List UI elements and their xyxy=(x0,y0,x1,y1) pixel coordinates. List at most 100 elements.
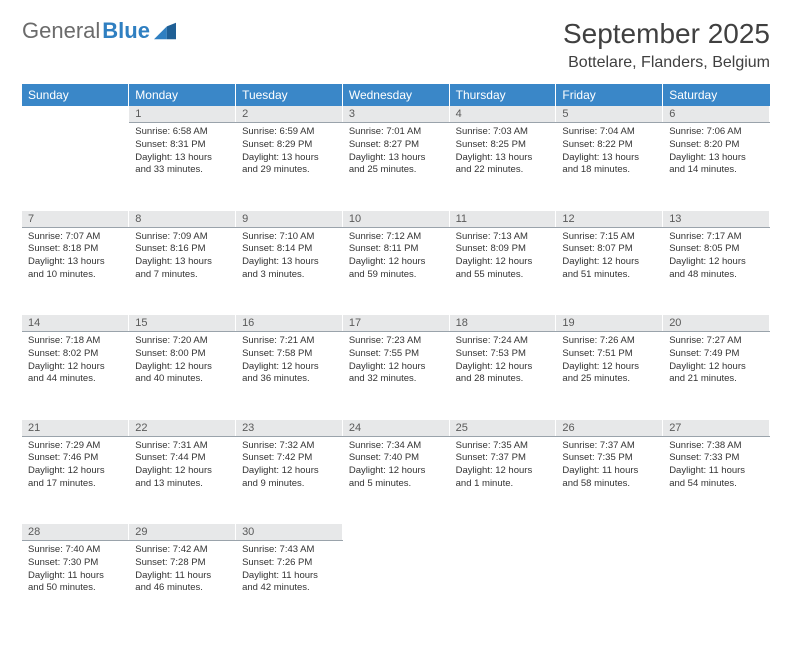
daynum-row: 21222324252627 xyxy=(22,420,770,437)
content-row: Sunrise: 7:40 AMSunset: 7:30 PMDaylight:… xyxy=(22,541,770,629)
daylight-text: Daylight: 11 hours and 46 minutes. xyxy=(135,570,229,596)
sunset-text: Sunset: 8:18 PM xyxy=(28,243,122,256)
sunset-text: Sunset: 7:44 PM xyxy=(135,452,229,465)
daylight-text: Daylight: 13 hours and 29 minutes. xyxy=(242,152,336,178)
day-cell: Sunrise: 7:17 AMSunset: 8:05 PMDaylight:… xyxy=(663,227,770,315)
daynum-row: 14151617181920 xyxy=(22,315,770,332)
daylight-text: Daylight: 12 hours and 25 minutes. xyxy=(562,361,656,387)
sunrise-text: Sunrise: 7:06 AM xyxy=(669,126,763,139)
day-number-cell: 20 xyxy=(663,315,770,332)
day-number-cell: 18 xyxy=(449,315,556,332)
day-cell xyxy=(22,123,129,211)
sunrise-text: Sunrise: 7:18 AM xyxy=(28,335,122,348)
day-number-cell xyxy=(556,524,663,541)
day-cell: Sunrise: 7:07 AMSunset: 8:18 PMDaylight:… xyxy=(22,227,129,315)
day-number-cell: 10 xyxy=(342,211,449,228)
sunset-text: Sunset: 8:07 PM xyxy=(562,243,656,256)
sunset-text: Sunset: 8:00 PM xyxy=(135,348,229,361)
sunrise-text: Sunrise: 7:07 AM xyxy=(28,231,122,244)
daylight-text: Daylight: 12 hours and 21 minutes. xyxy=(669,361,763,387)
day-cell xyxy=(663,541,770,629)
sunset-text: Sunset: 8:29 PM xyxy=(242,139,336,152)
month-title: September 2025 xyxy=(563,18,770,50)
logo-text-2: Blue xyxy=(102,18,150,44)
day-cell: Sunrise: 7:29 AMSunset: 7:46 PMDaylight:… xyxy=(22,436,129,524)
day-number-cell: 1 xyxy=(129,106,236,123)
sunset-text: Sunset: 7:40 PM xyxy=(349,452,443,465)
day-number-cell: 9 xyxy=(236,211,343,228)
sunset-text: Sunset: 8:16 PM xyxy=(135,243,229,256)
sunset-text: Sunset: 7:46 PM xyxy=(28,452,122,465)
sunrise-text: Sunrise: 7:01 AM xyxy=(349,126,443,139)
day-number-cell: 27 xyxy=(663,420,770,437)
day-cell: Sunrise: 7:21 AMSunset: 7:58 PMDaylight:… xyxy=(236,332,343,420)
day-number-cell xyxy=(342,524,449,541)
day-number-cell: 26 xyxy=(556,420,663,437)
day-cell: Sunrise: 7:03 AMSunset: 8:25 PMDaylight:… xyxy=(449,123,556,211)
content-row: Sunrise: 7:29 AMSunset: 7:46 PM Daylight:… xyxy=(22,436,770,524)
day-number-cell: 4 xyxy=(449,106,556,123)
day-header: Sunday xyxy=(22,84,129,106)
day-cell: Sunrise: 7:20 AMSunset: 8:00 PMDaylight:… xyxy=(129,332,236,420)
daylight-text: Daylight: 12 hours and 40 minutes. xyxy=(135,361,229,387)
sunset-text: Sunset: 8:11 PM xyxy=(349,243,443,256)
sunset-text: Sunset: 8:20 PM xyxy=(669,139,763,152)
day-cell: Sunrise: 7:34 AMSunset: 7:40 PMDaylight:… xyxy=(342,436,449,524)
day-number-cell: 28 xyxy=(22,524,129,541)
day-cell: Sunrise: 7:13 AMSunset: 8:09 PMDaylight:… xyxy=(449,227,556,315)
sunset-text: Sunset: 7:49 PM xyxy=(669,348,763,361)
daylight-text: Daylight: 13 hours and 3 minutes. xyxy=(242,256,336,282)
day-number-cell: 30 xyxy=(236,524,343,541)
sunrise-text: Sunrise: 7:15 AM xyxy=(562,231,656,244)
sunrise-text: Sunrise: 6:58 AM xyxy=(135,126,229,139)
daylight-text: Daylight: 13 hours and 18 minutes. xyxy=(562,152,656,178)
day-cell: Sunrise: 7:42 AMSunset: 7:28 PMDaylight:… xyxy=(129,541,236,629)
daynum-row: 123456 xyxy=(22,106,770,123)
day-header-row: Sunday Monday Tuesday Wednesday Thursday… xyxy=(22,84,770,106)
day-header: Tuesday xyxy=(236,84,343,106)
logo: GeneralBlue xyxy=(22,18,176,44)
day-number-cell xyxy=(22,106,129,123)
daynum-row: 78910111213 xyxy=(22,211,770,228)
day-number-cell: 21 xyxy=(22,420,129,437)
day-number-cell: 17 xyxy=(342,315,449,332)
daylight-text: Daylight: 13 hours and 10 minutes. xyxy=(28,256,122,282)
daylight-text: Daylight: 12 hours and 44 minutes. xyxy=(28,361,122,387)
day-cell: Sunrise: 7:04 AMSunset: 8:22 PMDaylight:… xyxy=(556,123,663,211)
day-header: Wednesday xyxy=(342,84,449,106)
sunrise-text: Sunrise: 7:17 AM xyxy=(669,231,763,244)
daylight-text: Daylight: 11 hours and 42 minutes. xyxy=(242,570,336,596)
sunset-text: Sunset: 8:27 PM xyxy=(349,139,443,152)
sunrise-text: Sunrise: 7:34 AM xyxy=(349,440,443,453)
page-header: GeneralBlue September 2025 Bottelare, Fl… xyxy=(22,18,770,72)
daylight-text: Daylight: 13 hours and 22 minutes. xyxy=(456,152,550,178)
sunrise-text: Sunrise: 7:12 AM xyxy=(349,231,443,244)
day-number-cell: 19 xyxy=(556,315,663,332)
day-cell: Sunrise: 7:18 AMSunset: 8:02 PMDaylight:… xyxy=(22,332,129,420)
sunrise-text: Sunrise: 7:04 AM xyxy=(562,126,656,139)
sunset-text: Sunset: 8:22 PM xyxy=(562,139,656,152)
sunrise-text: Sunrise: 7:10 AM xyxy=(242,231,336,244)
sunrise-text: Sunrise: 7:42 AM xyxy=(135,544,229,557)
day-cell: Sunrise: 7:43 AMSunset: 7:26 PMDaylight:… xyxy=(236,541,343,629)
day-cell: Sunrise: 7:12 AMSunset: 8:11 PMDaylight:… xyxy=(342,227,449,315)
sunrise-text: Sunrise: 7:26 AM xyxy=(562,335,656,348)
daylight-text: Daylight: 13 hours and 33 minutes. xyxy=(135,152,229,178)
sunrise-text: Sunrise: 7:09 AM xyxy=(135,231,229,244)
day-number-cell: 2 xyxy=(236,106,343,123)
logo-mark-icon xyxy=(154,22,176,40)
daylight-text: Daylight: 12 hours and 13 minutes. xyxy=(135,465,229,491)
day-cell: Sunrise: 7:01 AMSunset: 8:27 PMDaylight:… xyxy=(342,123,449,211)
daylight-text: Daylight: 12 hours and 48 minutes. xyxy=(669,256,763,282)
daylight-text: Daylight: 12 hours and 32 minutes. xyxy=(349,361,443,387)
calendar-page: GeneralBlue September 2025 Bottelare, Fl… xyxy=(0,0,792,647)
sunset-text: Sunset: 7:28 PM xyxy=(135,557,229,570)
sunrise-text: Sunrise: 7:29 AM xyxy=(28,440,122,453)
sunrise-text: Sunrise: 7:31 AM xyxy=(135,440,229,453)
sunrise-text: Sunrise: 7:13 AM xyxy=(456,231,550,244)
sunset-text: Sunset: 8:31 PM xyxy=(135,139,229,152)
sunset-text: Sunset: 7:37 PM xyxy=(456,452,550,465)
day-number-cell: 22 xyxy=(129,420,236,437)
day-cell: Sunrise: 7:09 AMSunset: 8:16 PMDaylight:… xyxy=(129,227,236,315)
daylight-text: Daylight: 12 hours and 5 minutes. xyxy=(349,465,443,491)
